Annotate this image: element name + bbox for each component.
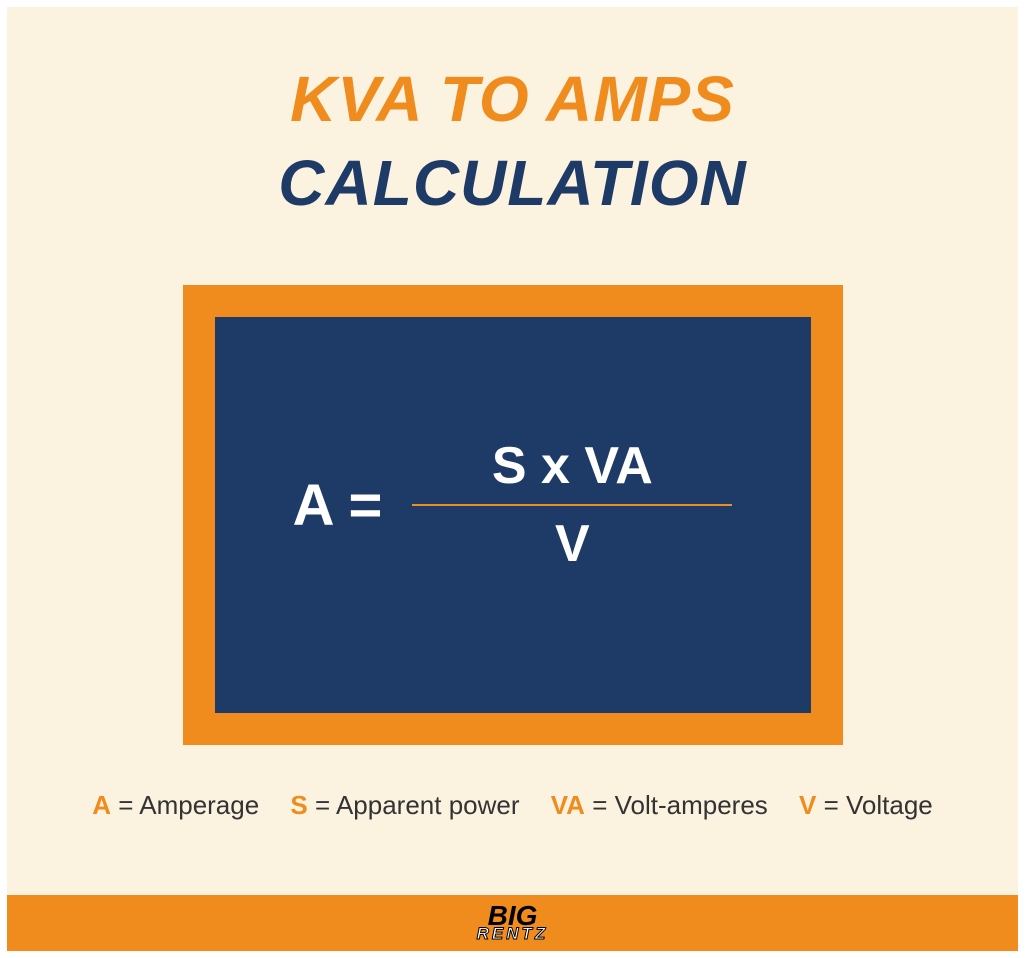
title-block: KVA TO AMPS CALCULATION bbox=[7, 7, 1018, 220]
legend-item-volt-amperes: VA = Volt-amperes bbox=[551, 790, 768, 821]
formula-equation: A = S x VA V bbox=[293, 436, 733, 574]
title-line-2: CALCULATION bbox=[7, 146, 1018, 220]
legend-item-voltage: V = Voltage bbox=[799, 790, 933, 821]
legend-item-amperage: A = Amperage bbox=[92, 790, 259, 821]
legend-label: = Volt-amperes bbox=[585, 790, 768, 820]
legend-symbol: V bbox=[799, 790, 816, 820]
formula-numerator: S x VA bbox=[462, 436, 683, 504]
infographic-canvas: KVA TO AMPS CALCULATION A = S x VA V A =… bbox=[7, 7, 1018, 951]
formula-denominator: V bbox=[555, 506, 590, 574]
legend-label: = Voltage bbox=[816, 790, 932, 820]
legend-symbol: S bbox=[290, 790, 307, 820]
footer-bar: BIG RENTZ bbox=[7, 895, 1018, 951]
legend-symbol: VA bbox=[551, 790, 585, 820]
formula-frame-outer: A = S x VA V bbox=[183, 285, 843, 745]
title-line-1: KVA TO AMPS bbox=[7, 62, 1018, 136]
brand-logo: BIG RENTZ bbox=[477, 905, 549, 941]
formula-fraction: S x VA V bbox=[412, 436, 732, 574]
formula-frame-inner: A = S x VA V bbox=[215, 317, 811, 713]
legend-item-apparent-power: S = Apparent power bbox=[290, 790, 519, 821]
legend: A = Amperage S = Apparent power VA = Vol… bbox=[7, 790, 1018, 821]
formula-lhs: A = bbox=[293, 472, 383, 539]
legend-symbol: A bbox=[92, 790, 111, 820]
brand-logo-bottom: RENTZ bbox=[477, 927, 549, 941]
legend-label: = Apparent power bbox=[308, 790, 520, 820]
legend-label: = Amperage bbox=[111, 790, 259, 820]
